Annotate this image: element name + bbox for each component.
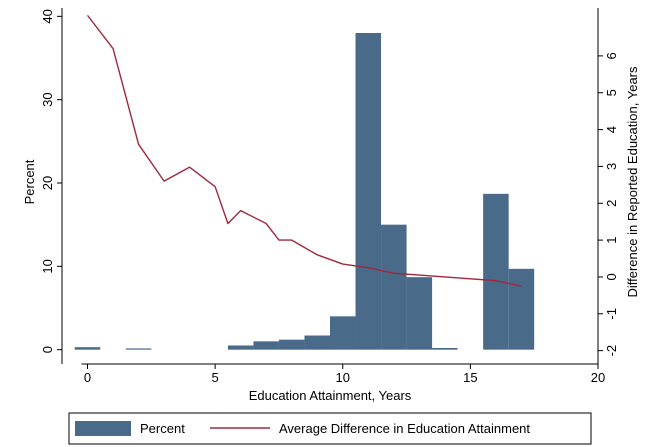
bar [125, 348, 152, 350]
right-y-axis-title: Difference in Reported Education, Years [625, 66, 640, 298]
line-layer [86, 14, 522, 287]
right-y-tick-label: -2 [604, 345, 619, 357]
right-y-tick-label: 2 [604, 200, 619, 207]
bar [227, 345, 254, 350]
bar [381, 224, 407, 350]
right-y-tick-label: 0 [604, 273, 619, 280]
bar [508, 268, 535, 350]
left-y-tick-label: 20 [40, 176, 55, 190]
bar [330, 316, 356, 350]
bar [253, 341, 279, 350]
axes-layer: 0 5 10 15 20 0 10 20 30 40 -2 -1 0 1 2 3 4 5 6 [40, 8, 619, 385]
left-y-tick-label: 40 [40, 9, 55, 23]
left-y-tick-label: 10 [40, 259, 55, 273]
legend-bar-swatch [75, 421, 131, 436]
right-y-tick-label: 1 [604, 236, 619, 243]
x-tick-label: 10 [336, 370, 350, 385]
bars-layer [74, 33, 535, 350]
bar [406, 277, 433, 350]
bar [483, 193, 509, 350]
x-axis-title: Education Attainment, Years [249, 388, 412, 403]
bar [74, 347, 101, 350]
x-tick-label: 5 [212, 370, 219, 385]
right-y-tick-label: 4 [604, 126, 619, 133]
difference-line [86, 14, 522, 287]
left-y-tick-label: 0 [40, 346, 55, 353]
left-y-axis-title: Percent [22, 159, 37, 204]
bar [355, 33, 382, 350]
right-y-tick-label: 3 [604, 163, 619, 170]
right-y-tick-label: 6 [604, 52, 619, 59]
bar [278, 339, 305, 350]
x-tick-label: 20 [591, 370, 605, 385]
right-y-tick-label: -1 [604, 308, 619, 320]
left-y-tick-label: 30 [40, 92, 55, 106]
legend-bar-label: Percent [140, 421, 185, 436]
x-tick-label: 15 [463, 370, 477, 385]
legend: Percent Average Difference in Education … [68, 412, 592, 445]
legend-frame [68, 412, 592, 445]
bar [432, 348, 458, 350]
legend-line-label: Average Difference in Education Attainme… [279, 421, 530, 436]
right-y-tick-label: 5 [604, 89, 619, 96]
x-tick-label: 0 [84, 370, 91, 385]
bar [304, 335, 330, 350]
